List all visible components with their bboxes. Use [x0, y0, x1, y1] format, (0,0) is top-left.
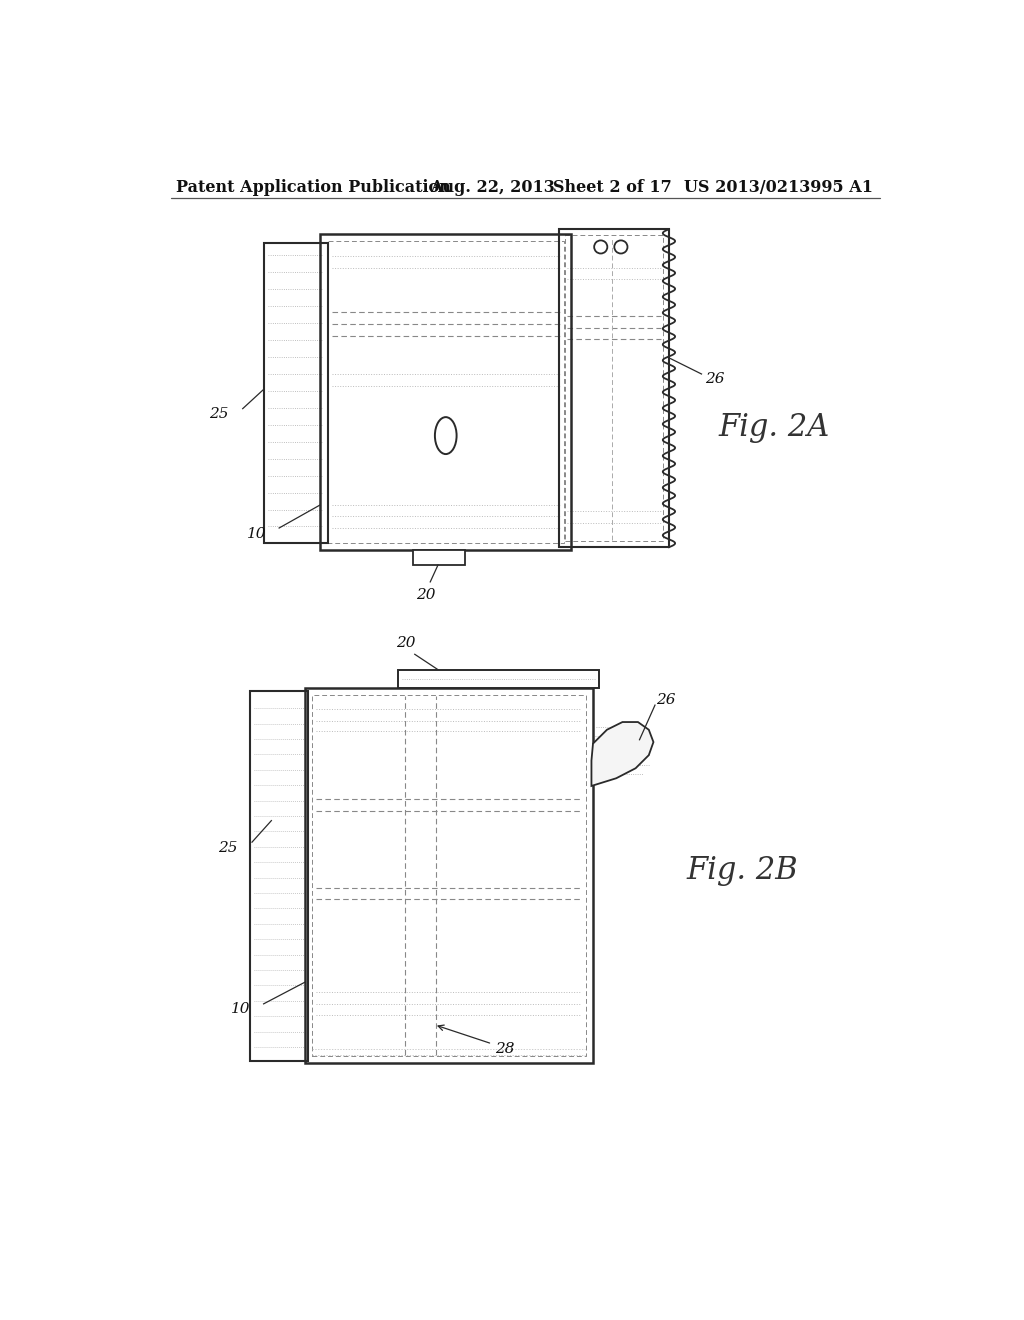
Text: Fig. 2A: Fig. 2A	[719, 412, 829, 444]
Text: US 2013/0213995 A1: US 2013/0213995 A1	[684, 180, 873, 197]
Text: Patent Application Publication: Patent Application Publication	[176, 180, 451, 197]
Bar	[263, 243, 328, 544]
Ellipse shape	[614, 240, 628, 253]
Bar	[251, 692, 308, 1061]
Text: 20: 20	[416, 589, 435, 602]
Ellipse shape	[435, 417, 457, 454]
Text: 10: 10	[231, 1002, 251, 1016]
Bar	[305, 688, 593, 1063]
Bar	[565, 235, 663, 541]
Bar	[328, 240, 564, 543]
Text: Fig. 2B: Fig. 2B	[686, 855, 798, 886]
Text: Aug. 22, 2013: Aug. 22, 2013	[430, 180, 555, 197]
Text: 28: 28	[495, 1043, 514, 1056]
Bar	[414, 549, 465, 565]
Text: 20: 20	[395, 636, 415, 649]
Text: Sheet 2 of 17: Sheet 2 of 17	[553, 180, 672, 197]
Text: 10: 10	[247, 527, 266, 541]
Bar	[559, 230, 669, 548]
Bar	[311, 696, 586, 1056]
Text: 25: 25	[218, 841, 238, 854]
Text: 25: 25	[209, 407, 228, 421]
Polygon shape	[592, 722, 653, 785]
Text: 26: 26	[705, 372, 724, 387]
Bar	[321, 234, 571, 549]
Bar	[397, 669, 599, 688]
Text: 26: 26	[656, 693, 676, 708]
Ellipse shape	[594, 240, 607, 253]
